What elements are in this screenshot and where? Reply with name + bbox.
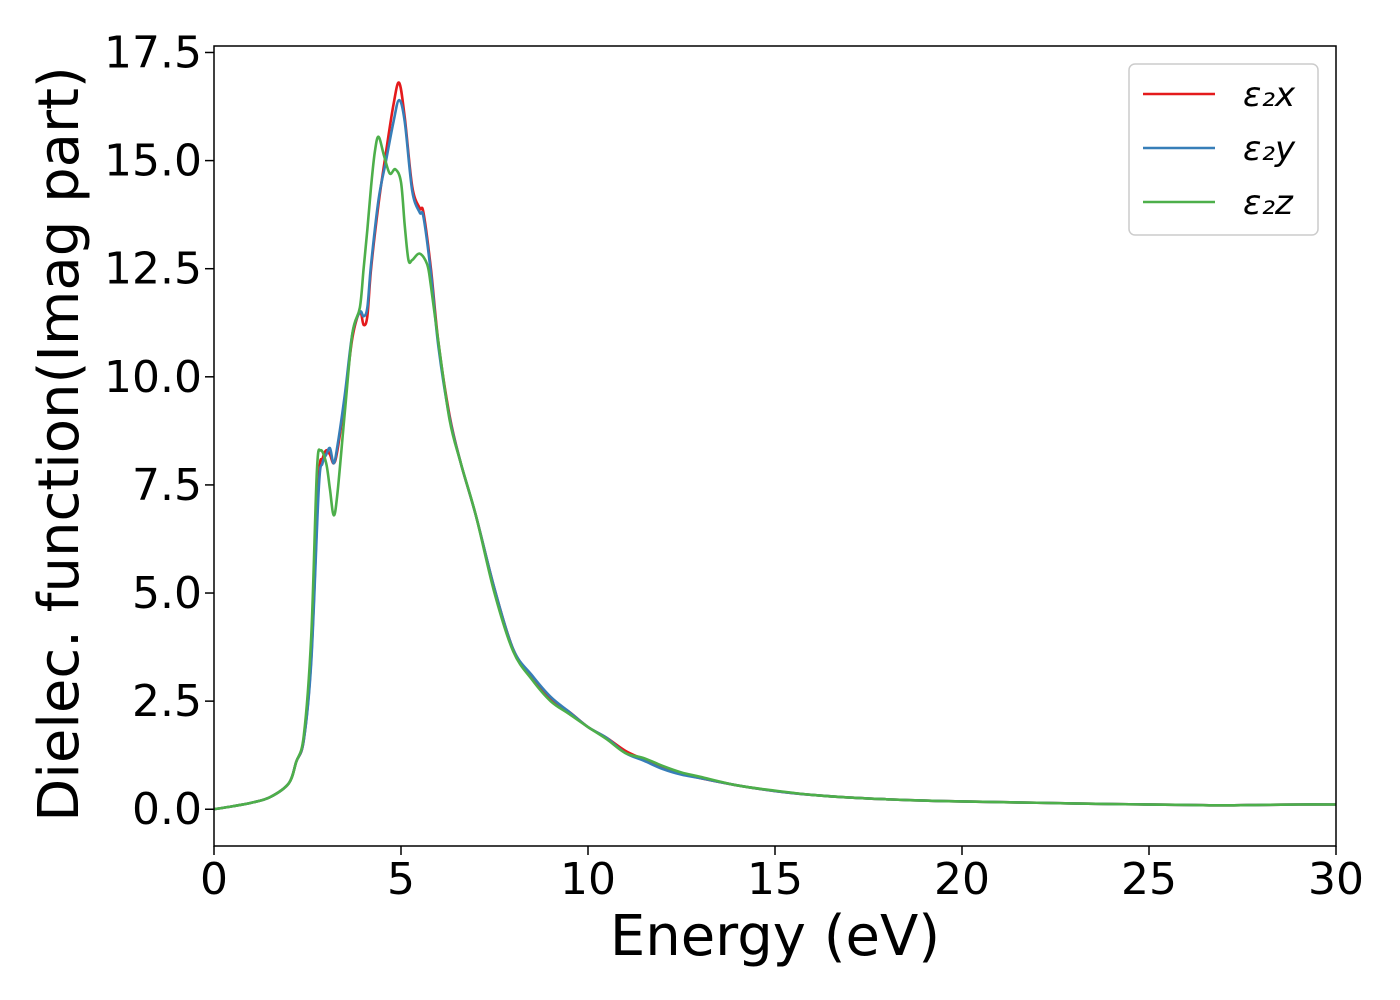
series-layer <box>213 81 1337 811</box>
y-tick-label: 0.0 <box>132 784 202 835</box>
x-tick-label: 15 <box>747 854 803 905</box>
y-tick-label: 17.5 <box>104 27 202 78</box>
y-axis-ticks: 0.0 2.5 5.0 7.5 10.0 12.5 15.0 17.5 <box>104 27 214 835</box>
x-axis-ticks: 0 5 10 15 20 25 30 <box>200 846 1364 905</box>
y-tick-label: 2.5 <box>132 676 202 727</box>
x-tick-label: 20 <box>934 854 990 905</box>
x-tick-label: 10 <box>560 854 616 905</box>
legend: ε₂x ε₂y ε₂z <box>1128 63 1319 236</box>
x-tick-label: 30 <box>1308 854 1364 905</box>
x-tick-label: 0 <box>200 854 228 905</box>
y-tick-label: 15.0 <box>104 136 202 187</box>
legend-label: ε₂x <box>1243 75 1296 115</box>
x-tick-label: 5 <box>387 854 415 905</box>
legend-box <box>1128 63 1319 236</box>
y-tick-label: 7.5 <box>132 460 202 511</box>
series-line-3 <box>213 135 1337 811</box>
y-axis-title: Dielec. function(Imag part) <box>27 66 92 822</box>
x-axis-title: Energy (eV) <box>610 904 940 969</box>
x-tick-label: 25 <box>1121 854 1177 905</box>
legend-label: ε₂y <box>1243 129 1296 169</box>
y-tick-label: 12.5 <box>104 244 202 295</box>
y-tick-label: 10.0 <box>104 352 202 403</box>
y-tick-label: 5.0 <box>132 568 202 619</box>
legend-label: ε₂z <box>1243 183 1294 223</box>
